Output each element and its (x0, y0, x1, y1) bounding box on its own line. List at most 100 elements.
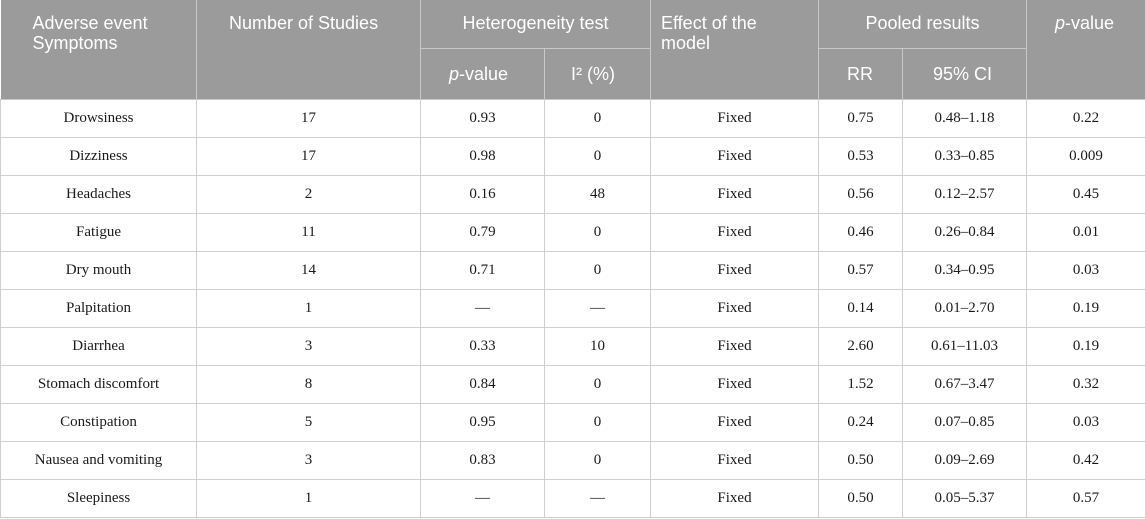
cell-number-of-studies: 17 (196, 137, 421, 176)
cell-heterogeneity-p-value: 0.71 (420, 251, 545, 290)
cell-p-value: 0.22 (1026, 99, 1145, 138)
cell-95-ci: 0.48–1.18 (902, 99, 1028, 138)
cell-i2: 0 (544, 99, 651, 138)
cell-symptom: Drowsiness (0, 99, 197, 138)
cell-heterogeneity-p-value: 0.79 (420, 213, 545, 252)
cell-symptom: Constipation (0, 403, 197, 442)
cell-rr: 0.50 (818, 441, 903, 480)
cell-effect-model: Fixed (650, 403, 819, 442)
table-row: Constipation 5 0.95 0 Fixed 0.24 0.07–0.85 0.03 (0, 403, 1145, 442)
cell-95-ci: 0.05–5.37 (902, 479, 1028, 518)
cell-i2: 48 (544, 175, 651, 214)
cell-95-ci: 0.12–2.57 (902, 175, 1028, 214)
table-row: Drowsiness 17 0.93 0 Fixed 0.75 0.48–1.18 0.22 (0, 99, 1145, 138)
cell-95-ci: 0.26–0.84 (902, 213, 1028, 252)
table-row: Dizziness 17 0.98 0 Fixed 0.53 0.33–0.85 0.009 (0, 137, 1145, 176)
cell-95-ci: 0.61–11.03 (902, 327, 1028, 366)
table-row: Nausea and vomiting 3 0.83 0 Fixed 0.50 0.09–2… (0, 441, 1145, 480)
table-row: Headaches 2 0.16 48 Fixed 0.56 0.12–2.57 0.45 (0, 175, 1145, 214)
cell-symptom: Stomach discomfort (0, 365, 197, 404)
table-row: Palpitation 1— — Fixed 0.14 0.01–2.70 0.19 (0, 289, 1145, 328)
cell-i2: 10 (544, 327, 651, 366)
header-pooled-results: Pooled results (818, 0, 1028, 49)
table-row: Fatigue 11 0.79 0 Fixed 0.46 0.26–0.84 0.01 (0, 213, 1145, 252)
header-heterogeneity-test: Heterogeneity test (420, 0, 651, 49)
cell-number-of-studies: 5 (196, 403, 421, 442)
header-adverse-event-line1: Adverse event (32, 13, 148, 33)
cell-effect-model: Fixed (650, 479, 819, 518)
header-adverse-event-line2: Symptoms (32, 33, 118, 53)
cell-95-ci: 0.34–0.95 (902, 251, 1028, 290)
header-effect-of-model: Effect of the model (650, 0, 819, 100)
cell-symptom: Diarrhea (0, 327, 197, 366)
cell-heterogeneity-p-value: — (420, 479, 545, 518)
cell-p-value: 0.45 (1026, 175, 1145, 214)
header-i2: I² (%) (544, 48, 651, 100)
cell-rr: 0.50 (818, 479, 903, 518)
cell-symptom: Sleepiness (0, 479, 197, 518)
header-95-ci: 95% CI (902, 48, 1028, 100)
table-body: Drowsiness 17 0.93 0 Fixed 0.75 0.48–1.18 0.22 D… (0, 99, 1145, 518)
cell-i2: 0 (544, 137, 651, 176)
cell-number-of-studies: 2 (196, 175, 421, 214)
header-het-p-value: p-value (420, 48, 545, 100)
cell-number-of-studies: 3 (196, 327, 421, 366)
table-header: Adverse event Symptoms Number of Studies … (0, 0, 1145, 100)
cell-effect-model: Fixed (650, 441, 819, 480)
cell-rr: 0.14 (818, 289, 903, 328)
cell-symptom: Palpitation (0, 289, 197, 328)
table-row: Sleepiness 1— — Fixed 0.50 0.05–5.37 0.57 (0, 479, 1145, 518)
cell-i2: — (544, 289, 651, 328)
header-rr: RR (818, 48, 903, 100)
cell-symptom: Nausea and vomiting (0, 441, 197, 480)
header-p-value-suffix: -value (1065, 13, 1115, 33)
cell-heterogeneity-p-value: 0.98 (420, 137, 545, 176)
cell-number-of-studies: 14 (196, 251, 421, 290)
cell-symptom: Headaches (0, 175, 197, 214)
table-row: Dry mouth 14 0.71 0 Fixed 0.57 0.34–0.95 0.03 (0, 251, 1145, 290)
cell-i2: — (544, 479, 651, 518)
cell-p-value: 0.19 (1026, 289, 1145, 328)
cell-number-of-studies: 11 (196, 213, 421, 252)
header-effect-line1: Effect of the (661, 13, 757, 33)
cell-number-of-studies: 3 (196, 441, 421, 480)
header-p-value-italic: p (1055, 13, 1066, 33)
cell-heterogeneity-p-value: 0.84 (420, 365, 545, 404)
cell-rr: 0.56 (818, 175, 903, 214)
cell-rr: 0.75 (818, 99, 903, 138)
table-row: Diarrhea 3 0.33 10 Fixed 2.60 0.61–11.03 0.19 (0, 327, 1145, 366)
cell-p-value: 0.57 (1026, 479, 1145, 518)
cell-effect-model: Fixed (650, 327, 819, 366)
cell-rr: 0.24 (818, 403, 903, 442)
cell-effect-model: Fixed (650, 99, 819, 138)
cell-rr: 0.57 (818, 251, 903, 290)
cell-i2: 0 (544, 365, 651, 404)
cell-rr: 2.60 (818, 327, 903, 366)
cell-i2: 0 (544, 213, 651, 252)
cell-i2: 0 (544, 403, 651, 442)
cell-heterogeneity-p-value: 0.83 (420, 441, 545, 480)
header-effect-line2: model (661, 33, 711, 53)
cell-symptom: Dry mouth (0, 251, 197, 290)
cell-heterogeneity-p-value: 0.93 (420, 99, 545, 138)
cell-heterogeneity-p-value: — (420, 289, 545, 328)
table-row: Stomach discomfort 8 0.84 0 Fixed 1.52 0.67–3.… (0, 365, 1145, 404)
cell-95-ci: 0.07–0.85 (902, 403, 1028, 442)
cell-number-of-studies: 17 (196, 99, 421, 138)
cell-p-value: 0.01 (1026, 213, 1145, 252)
cell-effect-model: Fixed (650, 137, 819, 176)
cell-effect-model: Fixed (650, 289, 819, 328)
cell-p-value: 0.009 (1026, 137, 1145, 176)
cell-effect-model: Fixed (650, 175, 819, 214)
cell-p-value: 0.32 (1026, 365, 1145, 404)
cell-number-of-studies: 1 (196, 479, 421, 518)
cell-95-ci: 0.01–2.70 (902, 289, 1028, 328)
cell-number-of-studies: 8 (196, 365, 421, 404)
cell-heterogeneity-p-value: 0.33 (420, 327, 545, 366)
cell-effect-model: Fixed (650, 251, 819, 290)
cell-rr: 0.46 (818, 213, 903, 252)
header-het-p-suffix: -value (459, 64, 509, 84)
cell-p-value: 0.03 (1026, 251, 1145, 290)
cell-p-value: 0.19 (1026, 327, 1145, 366)
cell-effect-model: Fixed (650, 365, 819, 404)
